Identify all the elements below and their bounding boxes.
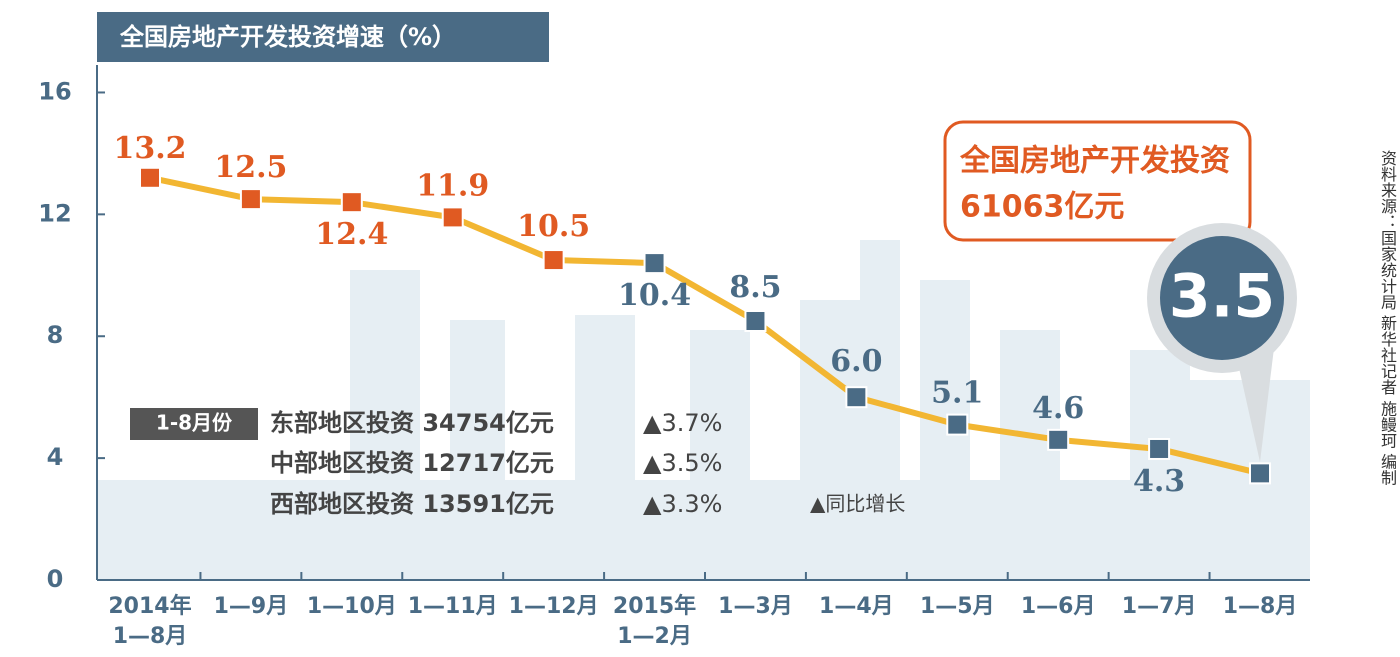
value-label: 12.5 <box>214 150 287 185</box>
value-label: 3.5 <box>1169 262 1275 332</box>
marker <box>340 191 363 214</box>
chart-title: 全国房地产开发投资增速（%） <box>119 23 456 51</box>
callout-box <box>943 120 1252 242</box>
x-tick-label: 2015年 1—2月 <box>612 594 697 649</box>
period-box <box>130 408 258 440</box>
source: 资料来源：国家统计局 新华社记者 施鳗珂 编制 <box>1378 150 1397 486</box>
x-tick-label: 1—4月 <box>819 594 894 619</box>
value-label: 6.0 <box>830 344 882 379</box>
value-label: 10.5 <box>517 209 590 244</box>
value-label: 13.2 <box>113 131 186 166</box>
bubble <box>1160 236 1284 360</box>
region-growth: ▲3.7% <box>643 409 722 437</box>
line <box>149 174 1261 477</box>
value-label: 4.6 <box>1032 391 1084 426</box>
city-silhouette <box>97 240 1310 580</box>
marker <box>441 206 464 229</box>
region-name: 西部地区投资 13591亿元 <box>270 490 554 518</box>
callout-line1: 全国房地产开发投资 <box>959 144 1230 179</box>
x-tick-label: 1—7月 <box>1121 594 1197 619</box>
region-growth: ▲3.5% <box>643 449 722 477</box>
period: 1-8月份 <box>156 411 233 435</box>
value-label: 8.5 <box>729 270 781 305</box>
marker <box>845 386 868 409</box>
y-tick-label: 0 <box>47 565 64 593</box>
marker <box>1148 437 1171 460</box>
x-tick-label: 1—10月 <box>306 594 397 619</box>
x-tick-label: 1—8月 <box>1222 594 1298 619</box>
y-tick-label: 8 <box>47 321 64 349</box>
marker <box>1249 462 1271 485</box>
value-label: 11.9 <box>416 168 489 203</box>
x-tick-label: 1—11月 <box>407 594 498 619</box>
y-tick-label: 12 <box>38 199 71 227</box>
x-tick-label: 1—9月 <box>213 594 289 619</box>
x-tick-label: 1—6月 <box>1020 594 1096 619</box>
region-growth: ▲3.3% <box>643 490 722 518</box>
x-tick-label: 2014年 1—8月 <box>108 594 192 649</box>
x-tick-label: 1—12月 <box>508 594 599 619</box>
marker <box>1047 428 1070 451</box>
y-tick-label: 16 <box>38 77 71 105</box>
x-tick-label: 1—3月 <box>718 594 793 619</box>
value-label: 5.1 <box>931 376 983 411</box>
region-name: 中部地区投资 12717亿元 <box>270 449 554 477</box>
title-box <box>97 12 549 62</box>
callout-line2: 61063亿元 <box>960 190 1124 225</box>
region-name: 东部地区投资 34754亿元 <box>270 409 554 437</box>
marker <box>643 252 666 275</box>
marker <box>946 413 969 436</box>
marker <box>139 166 161 189</box>
value-label: 4.3 <box>1133 464 1185 499</box>
note: ▲同比增长 <box>810 492 905 516</box>
value-label: 10.4 <box>618 278 691 313</box>
y-tick-label: 4 <box>47 443 64 471</box>
marker <box>744 310 767 332</box>
x-tick-label: 1—5月 <box>919 594 995 619</box>
marker <box>239 188 262 211</box>
value-label: 12.4 <box>315 217 388 252</box>
bubble-pointer <box>1235 340 1275 462</box>
marker <box>542 249 565 272</box>
